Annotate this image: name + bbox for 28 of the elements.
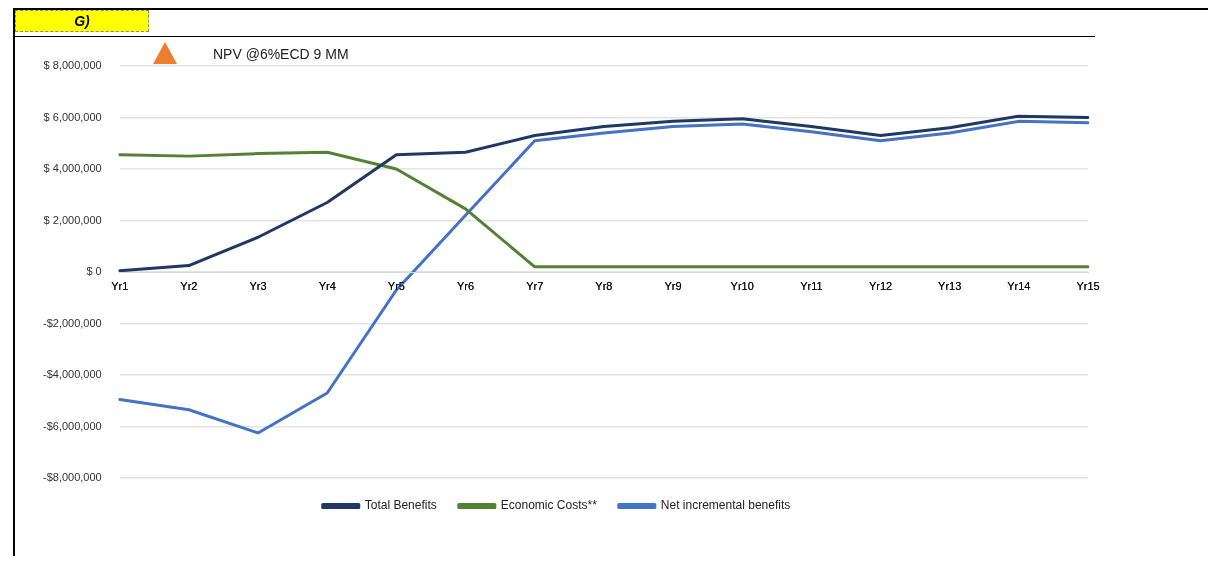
- x-tick-label: Yr4: [318, 279, 336, 292]
- x-tick-label: Yr7: [526, 279, 544, 292]
- x-tick-label: Yr1: [111, 279, 129, 292]
- x-tick-label: Yr10: [730, 279, 754, 292]
- x-tick-label: Yr11: [800, 279, 823, 292]
- x-tick-label: Yr14: [1007, 279, 1031, 292]
- y-tick-label: $ 2,000,000: [43, 213, 102, 226]
- x-tick-label: Yr9: [664, 279, 682, 292]
- y-tick-label: $ 6,000,000: [43, 110, 102, 123]
- legend-label: Net incremental benefits: [660, 498, 791, 513]
- y-tick-label: -$4,000,000: [43, 368, 102, 381]
- y-tick-label: $ 0: [86, 265, 102, 278]
- x-tick-label: Yr8: [595, 279, 613, 292]
- y-tick-label: $ 4,000,000: [43, 162, 102, 175]
- x-tick-label: Yr13: [938, 279, 962, 292]
- x-tick-label: Yr6: [456, 279, 475, 292]
- x-tick-label: Yr12: [868, 279, 893, 292]
- legend-label: Total Benefits: [364, 498, 437, 513]
- x-tick-label: Yr2: [180, 279, 198, 292]
- y-tick-label: $ 8,000,000: [43, 59, 102, 72]
- x-tick-label: Yr3: [249, 279, 267, 292]
- y-tick-label: -$2,000,000: [43, 316, 102, 329]
- y-tick-label: -$6,000,000: [43, 419, 102, 432]
- x-tick-label: Yr15: [1076, 279, 1100, 292]
- chart-title: G): [15, 10, 149, 32]
- y-tick-label: -$8,000,000: [43, 471, 102, 484]
- legend-label: Economic Costs**: [500, 498, 598, 513]
- text: NPV @6%ECD 9 MM: [213, 46, 349, 62]
